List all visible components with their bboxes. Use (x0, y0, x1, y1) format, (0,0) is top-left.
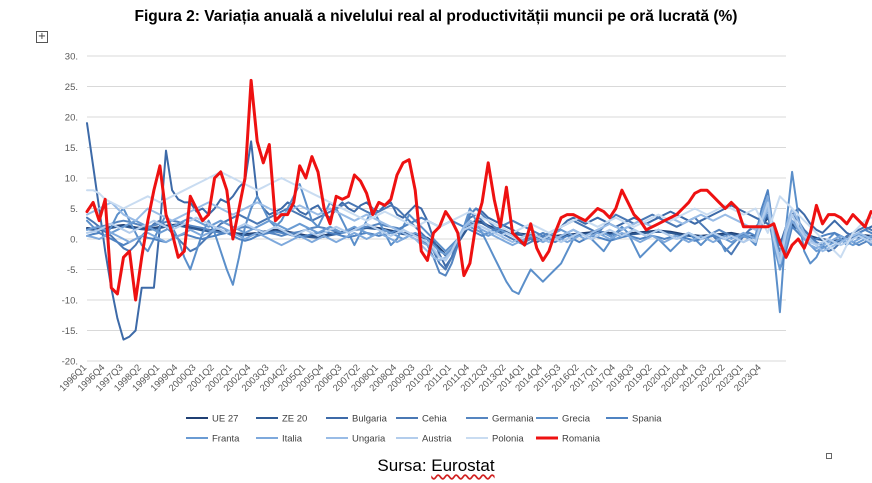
y-axis-ticks: -20. -15. -10. -5. 0. 5. 10. 15. 20. 25. 30. (62, 52, 78, 368)
legend-label: Franta (212, 434, 240, 445)
legend-label: ZE 20 (282, 414, 307, 425)
chart-title: Figura 2: Variația anuală a nivelului re… (134, 8, 738, 25)
y-tick-label: 5. (70, 204, 78, 215)
series-line-grecia (86, 170, 872, 314)
move-handle-icon[interactable]: + (36, 31, 48, 43)
legend-label: Bulgaria (352, 414, 388, 425)
y-tick-label: 30. (65, 52, 78, 63)
series-line-romania (85, 78, 872, 302)
source-note: Sursa: Eurostat (0, 456, 872, 476)
legend-label: Polonia (492, 434, 524, 445)
series-line-italia (86, 195, 872, 265)
y-tick-label: -20. (62, 357, 78, 368)
x-axis-ticks: 1996Q11996Q41997Q31998Q21999Q11999Q42000… (57, 362, 763, 394)
legend-label: Cehia (422, 414, 448, 425)
legend-label: Spania (632, 414, 662, 425)
legend-label: Austria (422, 434, 452, 445)
y-tick-label: 20. (65, 113, 78, 124)
y-tick-label: -15. (62, 326, 78, 337)
legend-label: Grecia (562, 414, 591, 425)
legend-label: UE 27 (212, 414, 238, 425)
legend-label: Germania (492, 414, 534, 425)
legend-label: Italia (282, 434, 303, 445)
y-tick-label: 15. (65, 143, 78, 154)
legend-label: Romania (562, 434, 601, 445)
source-prefix: Sursa: (377, 456, 432, 475)
legend: UE 27 ZE 20 Bulgaria Cehia Germania Grecia Spa… (186, 414, 662, 445)
series-lines (85, 78, 872, 341)
series-line-austria (86, 201, 872, 265)
y-tick-label: 0. (70, 235, 78, 246)
legend-label: Ungaria (352, 434, 386, 445)
y-tick-label: -10. (62, 296, 78, 307)
y-tick-label: -5. (67, 265, 78, 276)
resize-handle[interactable] (826, 453, 832, 459)
source-name: Eurostat (431, 456, 495, 475)
y-tick-label: 10. (65, 174, 78, 185)
y-tick-label: 25. (65, 82, 78, 93)
